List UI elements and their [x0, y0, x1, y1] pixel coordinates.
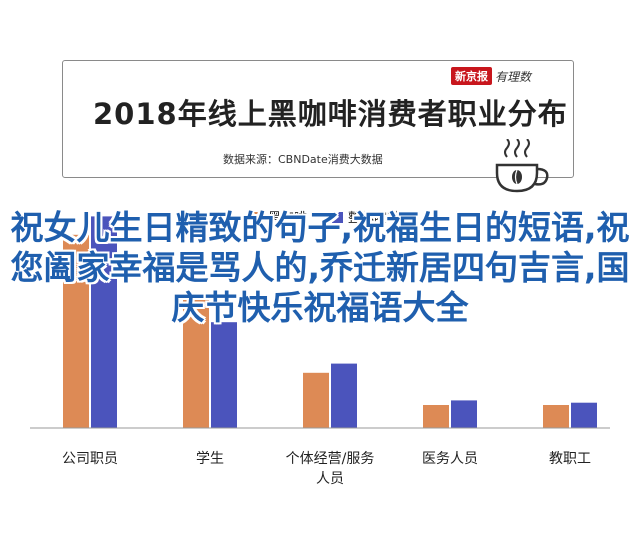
chart-title: 2018年线上黑咖啡消费者职业分布 — [93, 97, 568, 131]
bar-whole-coffee-3 — [451, 400, 477, 428]
brand-red-label: 新京报 — [451, 67, 492, 85]
overlay-text: 祝女儿生日精致的句子,祝福生日的短语,祝您阖家幸福是骂人的,乔迁新居四句吉言,国… — [10, 208, 630, 327]
bar-whole-coffee-4 — [571, 402, 597, 428]
chart-source: 数据来源：CBNDate消费大数据 — [223, 153, 383, 166]
legend-swatch — [252, 212, 263, 223]
bar-whole-coffee-1 — [211, 322, 237, 428]
chart-bars — [63, 216, 597, 428]
x-tick-label: 教职工 — [549, 451, 591, 467]
legend-label: 整体咖啡 — [348, 211, 400, 226]
bar-whole-coffee-0 — [91, 216, 117, 428]
bar-black-coffee-3 — [423, 405, 449, 428]
legend-swatch — [332, 212, 343, 223]
bar-black-coffee-0 — [63, 234, 89, 428]
x-tick-label: 公司职员 — [62, 451, 118, 467]
brand-logo: 新京报 有理数 — [451, 67, 531, 85]
x-tick-label: 人员 — [316, 471, 344, 487]
x-tick-label: 个体经营/服务 — [286, 451, 375, 467]
x-tick-label: 医务人员 — [422, 451, 478, 467]
legend-label: 黑咖啡 — [268, 211, 307, 226]
bar-black-coffee-4 — [543, 405, 569, 428]
header-box: 新京报 有理数 2018年线上黑咖啡消费者职业分布 数据来源：CBNDate消费… — [62, 60, 574, 193]
bar-black-coffee-2 — [303, 372, 329, 428]
bar-black-coffee-1 — [183, 299, 209, 428]
x-tick-label: 学生 — [196, 451, 224, 467]
brand-script-label: 有理数 — [495, 69, 532, 84]
chart-legend: 黑咖啡 整体咖啡 — [252, 211, 400, 226]
bar-whole-coffee-2 — [331, 363, 357, 428]
coffee-cup-icon — [495, 139, 549, 193]
